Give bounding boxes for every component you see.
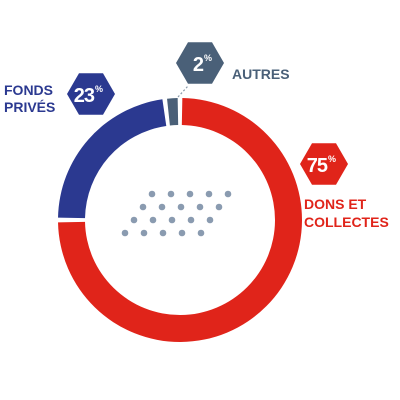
decor-dot (178, 229, 186, 237)
decor-dot (121, 229, 129, 237)
slice-autres (167, 98, 179, 126)
donut-slices (58, 98, 302, 342)
badge-value: 2 (193, 54, 204, 76)
slice-label-dons-et-collectes: DONS ET COLLECTES (304, 196, 389, 230)
slice-label-fonds-prives: FONDS PRIVÉS (4, 82, 55, 115)
label-line: FONDS (4, 82, 53, 98)
badge-fonds-prives: 23% (67, 73, 115, 115)
badge-value: 23 (74, 85, 95, 107)
label-line: AUTRES (232, 66, 290, 82)
decor-dot (177, 203, 185, 211)
decor-dot (196, 203, 204, 211)
badge-autres: 2% (176, 42, 224, 84)
decor-dot (168, 216, 176, 224)
dot-pattern-decoration (121, 190, 232, 237)
decor-dot (140, 229, 148, 237)
badge-percent-sign: % (204, 53, 212, 63)
decor-dot (148, 190, 156, 198)
hexagon-badge-shape (176, 42, 224, 84)
decor-dot (187, 216, 195, 224)
label-line: DONS ET (304, 196, 367, 212)
hexagon-badge-shape (67, 73, 115, 115)
badge-value: 75 (307, 155, 328, 177)
decor-dot (167, 190, 175, 198)
slice-labels: DONS ET COLLECTES FONDS PRIVÉS AUTRES (4, 66, 389, 230)
label-connectors (177, 85, 189, 98)
decor-dot (224, 190, 232, 198)
slice-fonds-prives (58, 99, 167, 219)
slice-label-autres: AUTRES (232, 66, 290, 82)
decor-dot (186, 190, 194, 198)
decor-dot (159, 229, 167, 237)
decor-dot (197, 229, 205, 237)
decor-dot (130, 216, 138, 224)
decor-dot (139, 203, 147, 211)
decor-dot (158, 203, 166, 211)
label-line: COLLECTES (304, 214, 389, 230)
label-line: PRIVÉS (4, 99, 55, 115)
connector-autres (177, 85, 189, 98)
percent-badges: 75 %23 %2% (67, 42, 348, 185)
decor-dot (206, 216, 214, 224)
hexagon-badge-shape (300, 143, 348, 185)
decor-dot (215, 203, 223, 211)
badge-dons-et-collectes: 75% (300, 143, 348, 185)
decor-dot (149, 216, 157, 224)
badge-percent-sign: % (95, 84, 103, 94)
badge-percent-sign: % (328, 154, 336, 164)
decor-dot (205, 190, 213, 198)
